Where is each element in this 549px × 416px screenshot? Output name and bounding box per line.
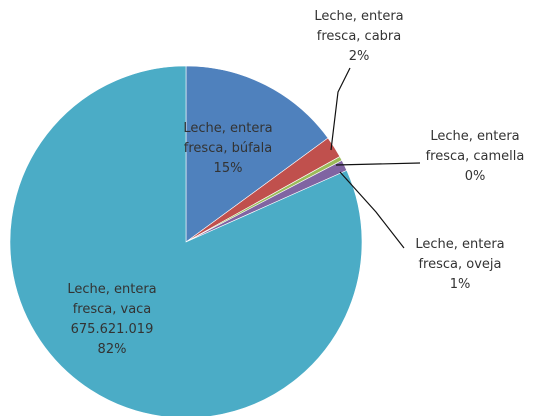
slice-label-line: Leche, entera	[415, 237, 504, 252]
slice-label-line: Leche, entera	[183, 121, 272, 136]
slice-labels: Leche, entera fresca, búfala 15%Leche, ent…	[67, 9, 524, 357]
leader-line-camella	[335, 162, 421, 166]
leader-lines	[330, 67, 421, 249]
slice-label-line: fresca, oveja	[418, 257, 501, 272]
pie-slice-vaca	[9, 65, 363, 416]
slice-label-line: 0%	[465, 169, 486, 184]
slice-label-line: 82%	[98, 342, 127, 357]
slice-label-line: 675.621.019	[71, 322, 154, 337]
leader-line-cabra	[330, 67, 351, 151]
slice-label-line: 15%	[214, 161, 243, 176]
slice-label-bufala: Leche, entera fresca, búfala 15%	[183, 121, 272, 176]
slice-label-line: fresca, cabra	[317, 29, 401, 44]
slice-label-line: Leche, entera	[67, 282, 156, 297]
slice-label-line: fresca, búfala	[184, 141, 272, 156]
pie-slice-bufala	[185, 65, 329, 243]
slice-label-line: Leche, entera	[314, 9, 403, 24]
pie-slices	[9, 65, 363, 416]
slice-label-oveja: Leche, entera fresca, oveja 1%	[415, 237, 504, 292]
slice-label-line: Leche, entera	[430, 129, 519, 144]
slice-label-line: 1%	[450, 277, 471, 292]
slice-label-line: fresca, camella	[426, 149, 525, 164]
slice-label-line: 2%	[349, 49, 370, 64]
leader-line-oveja	[339, 171, 405, 249]
slice-label-vaca: Leche, entera fresca, vaca 675.621.019 82%	[67, 282, 156, 357]
slice-label-line: fresca, vaca	[73, 302, 152, 317]
slice-label-cabra: Leche, entera fresca, cabra 2%	[314, 9, 403, 64]
slice-label-camella: Leche, entera fresca, camella 0%	[426, 129, 525, 184]
